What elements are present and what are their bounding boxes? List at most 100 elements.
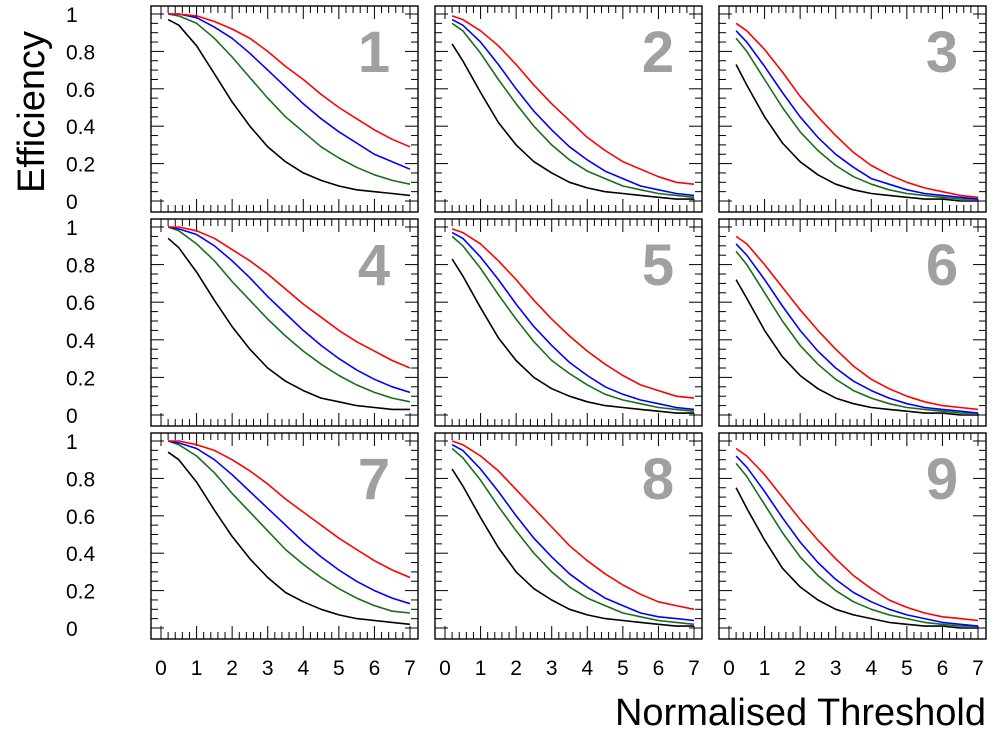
panel-frame — [718, 432, 987, 640]
y-tick-label: 0 — [66, 618, 78, 641]
panel-frame — [434, 5, 703, 213]
x-tick-label: 7 — [688, 657, 700, 680]
x-axis-title: Normalised Threshold — [615, 692, 986, 734]
series-blue — [735, 455, 979, 627]
x-tick-label: 2 — [510, 657, 522, 680]
y-tick-label: 0 — [66, 191, 78, 214]
x-tick-label: 2 — [794, 657, 806, 680]
series-red — [451, 15, 695, 185]
series-red — [168, 440, 411, 579]
x-tick-label: 5 — [901, 657, 913, 680]
series-black — [735, 487, 978, 629]
panel-number: 5 — [642, 233, 674, 298]
panel-frame — [150, 218, 419, 427]
x-tick-label: 6 — [369, 657, 381, 680]
panel-frame — [718, 218, 987, 427]
y-tick-label: 0.2 — [66, 367, 95, 390]
x-tick-label: 1 — [759, 657, 771, 680]
x-tick-label: 1 — [191, 657, 203, 680]
panel-5: 5 — [434, 218, 703, 427]
x-tick-label: 3 — [546, 657, 558, 680]
x-tick-label: 3 — [262, 657, 274, 680]
x-tick-label: 7 — [404, 657, 416, 680]
series-black — [451, 43, 694, 200]
panel-number: 8 — [642, 447, 674, 512]
series-blue — [451, 18, 695, 197]
x-tick-label: 1 — [475, 657, 487, 680]
series-black — [735, 64, 978, 202]
series-red — [168, 226, 411, 369]
panel-number: 2 — [642, 20, 674, 85]
panel-3: 3 — [718, 5, 987, 213]
panel-8: 0 1 2 3 4 5 6 7 8 — [434, 432, 703, 680]
x-tick-label: 0 — [439, 657, 451, 680]
series-blue — [168, 13, 411, 170]
panel-6: 6 — [718, 218, 987, 427]
series-black — [451, 258, 694, 414]
series-black — [167, 18, 411, 197]
y-tick-label: 0.6 — [66, 292, 95, 315]
x-tick-label: 7 — [972, 657, 984, 680]
panel-number: 6 — [926, 233, 958, 298]
panel-number: 7 — [358, 447, 390, 512]
x-tick-label: 2 — [226, 657, 238, 680]
y-tick-label: 0.8 — [66, 255, 95, 278]
series-green — [735, 250, 978, 414]
x-tick-label: 6 — [653, 657, 665, 680]
y-tick-label: 0.6 — [66, 506, 95, 529]
panel-number: 4 — [358, 233, 390, 298]
y-tick-label: 0.2 — [66, 154, 95, 177]
x-tick-label: 5 — [333, 657, 345, 680]
series-green — [451, 447, 695, 626]
series-black — [735, 279, 978, 416]
series-red — [735, 22, 979, 199]
series-blue — [735, 30, 979, 200]
x-tick-label: 4 — [297, 657, 309, 680]
series-blue — [735, 243, 979, 414]
series-red — [168, 13, 411, 148]
panel-9: 0 1 2 3 4 5 6 7 9 — [718, 432, 987, 680]
series-green — [167, 226, 411, 403]
y-tick-label: 0.4 — [66, 543, 96, 566]
series-black — [451, 468, 694, 627]
series-black — [167, 237, 410, 411]
panel-frame — [150, 5, 419, 213]
series-green — [451, 22, 695, 199]
panel-number: 3 — [926, 20, 958, 85]
panel-frame — [434, 432, 703, 640]
x-tick-label: 6 — [937, 657, 949, 680]
y-tick-label: 0.8 — [66, 468, 95, 491]
series-red — [735, 235, 979, 411]
panel-2: 2 — [434, 5, 703, 213]
series-black — [167, 451, 411, 626]
x-tick-label: 4 — [581, 657, 593, 680]
panel-frame — [150, 432, 419, 640]
series-blue — [451, 443, 695, 622]
y-tick-label: 0.4 — [66, 116, 96, 139]
series-green — [451, 235, 695, 412]
series-red — [451, 228, 695, 399]
panel-4: 0 0.2 0.4 0.6 0.8 1 4 — [66, 217, 419, 428]
y-tick-label: 1 — [66, 431, 78, 454]
series-blue — [451, 231, 695, 411]
panel-frame — [718, 5, 987, 213]
panel-number: 1 — [358, 20, 390, 85]
series-blue — [167, 226, 411, 394]
y-tick-label: 0.2 — [66, 581, 95, 604]
series-green — [167, 440, 411, 614]
series-red — [451, 440, 695, 611]
x-tick-label: 0 — [155, 657, 167, 680]
y-tick-label: 0.6 — [66, 79, 95, 102]
series-blue — [167, 440, 411, 605]
panel-frame — [434, 218, 703, 427]
x-tick-label: 5 — [617, 657, 629, 680]
y-axis-title: Efficiency — [11, 31, 53, 193]
y-tick-label: 0.4 — [66, 330, 96, 353]
series-green — [735, 37, 978, 200]
panel-number: 9 — [926, 447, 958, 512]
y-tick-label: 1 — [66, 217, 78, 240]
series-green — [735, 462, 978, 627]
y-tick-label: 0 — [66, 405, 78, 428]
panel-grid: 00.20.40.60.811 2 300.20.40.60.814 5 600.20.… — [66, 4, 987, 680]
